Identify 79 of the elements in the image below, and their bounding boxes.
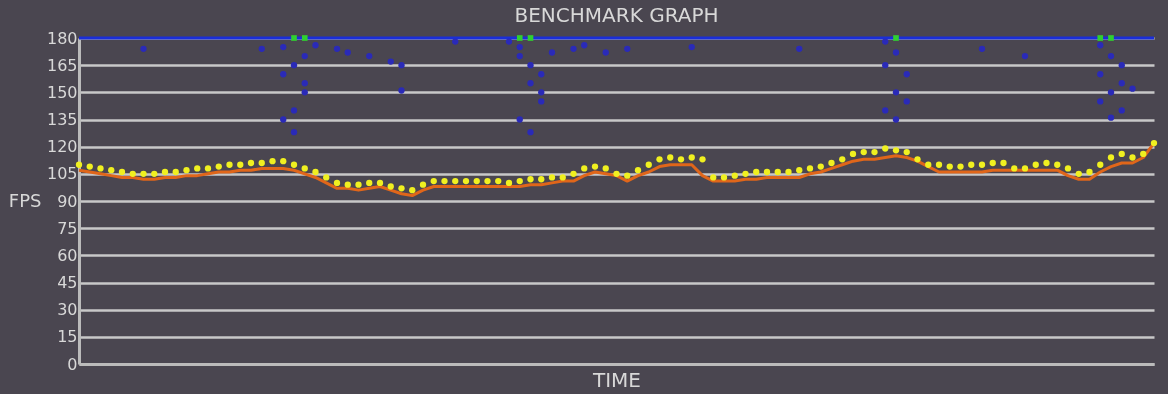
point	[1118, 80, 1125, 87]
point	[978, 45, 986, 53]
point	[538, 98, 545, 105]
point	[527, 129, 534, 136]
point	[892, 49, 900, 56]
point	[398, 87, 405, 94]
point	[280, 116, 287, 123]
point	[1097, 71, 1104, 78]
point	[1107, 89, 1115, 96]
point	[892, 89, 900, 96]
y-tick-label: 120	[46, 137, 78, 157]
point	[312, 42, 319, 49]
y-tick-label: 180	[46, 28, 78, 48]
point	[882, 62, 889, 69]
point	[548, 49, 556, 56]
point	[1097, 35, 1104, 41]
point	[1107, 52, 1115, 60]
point	[290, 129, 298, 136]
point	[516, 35, 523, 41]
point	[280, 71, 287, 78]
y-tick-label: 75	[57, 218, 78, 238]
point	[333, 45, 341, 53]
point	[290, 107, 298, 114]
point	[387, 58, 394, 65]
point	[688, 43, 695, 51]
point	[527, 62, 534, 69]
point	[516, 52, 523, 60]
point	[301, 52, 308, 60]
y-tick-label: 30	[57, 300, 78, 320]
point	[796, 45, 803, 53]
point	[398, 62, 405, 69]
point	[893, 35, 899, 41]
y-tick-label: 0	[67, 354, 78, 374]
point	[516, 116, 523, 123]
point	[527, 35, 534, 41]
point	[882, 107, 889, 114]
point	[301, 35, 308, 41]
point	[452, 38, 459, 45]
point	[1129, 85, 1136, 92]
point	[290, 62, 298, 69]
point	[538, 71, 545, 78]
y-tick-label: 45	[57, 273, 78, 292]
point	[892, 116, 900, 123]
y-tick-label: 105	[46, 164, 78, 184]
point	[1021, 52, 1029, 60]
y-axis-title: FPS	[8, 189, 42, 211]
point	[1108, 35, 1114, 41]
point	[527, 80, 534, 87]
point	[624, 45, 631, 53]
point	[581, 42, 588, 49]
point	[140, 45, 147, 53]
y-tick-label: 165	[46, 55, 78, 75]
point	[505, 38, 513, 45]
point	[366, 52, 373, 60]
point	[570, 45, 577, 53]
point	[301, 80, 308, 87]
chart-title: BENCHMARK GRAPH	[514, 3, 719, 27]
point	[301, 89, 308, 96]
point	[516, 43, 523, 51]
point	[280, 43, 287, 51]
y-tick-label: 135	[46, 110, 78, 129]
point	[882, 38, 889, 45]
point	[602, 49, 609, 56]
point	[291, 35, 297, 41]
x-axis-title: TIME	[591, 367, 642, 392]
y-tick-label: 15	[57, 327, 78, 347]
point	[1118, 107, 1125, 114]
point	[258, 45, 265, 53]
point	[1097, 42, 1104, 49]
point	[1107, 114, 1115, 121]
point	[1097, 98, 1104, 105]
point	[903, 71, 910, 78]
point	[538, 89, 545, 96]
y-tick-label: 60	[57, 245, 78, 265]
point	[903, 98, 910, 105]
y-tick-label: 150	[46, 82, 78, 102]
point	[1118, 62, 1125, 69]
point	[344, 49, 351, 56]
y-tick-label: 90	[57, 191, 78, 211]
